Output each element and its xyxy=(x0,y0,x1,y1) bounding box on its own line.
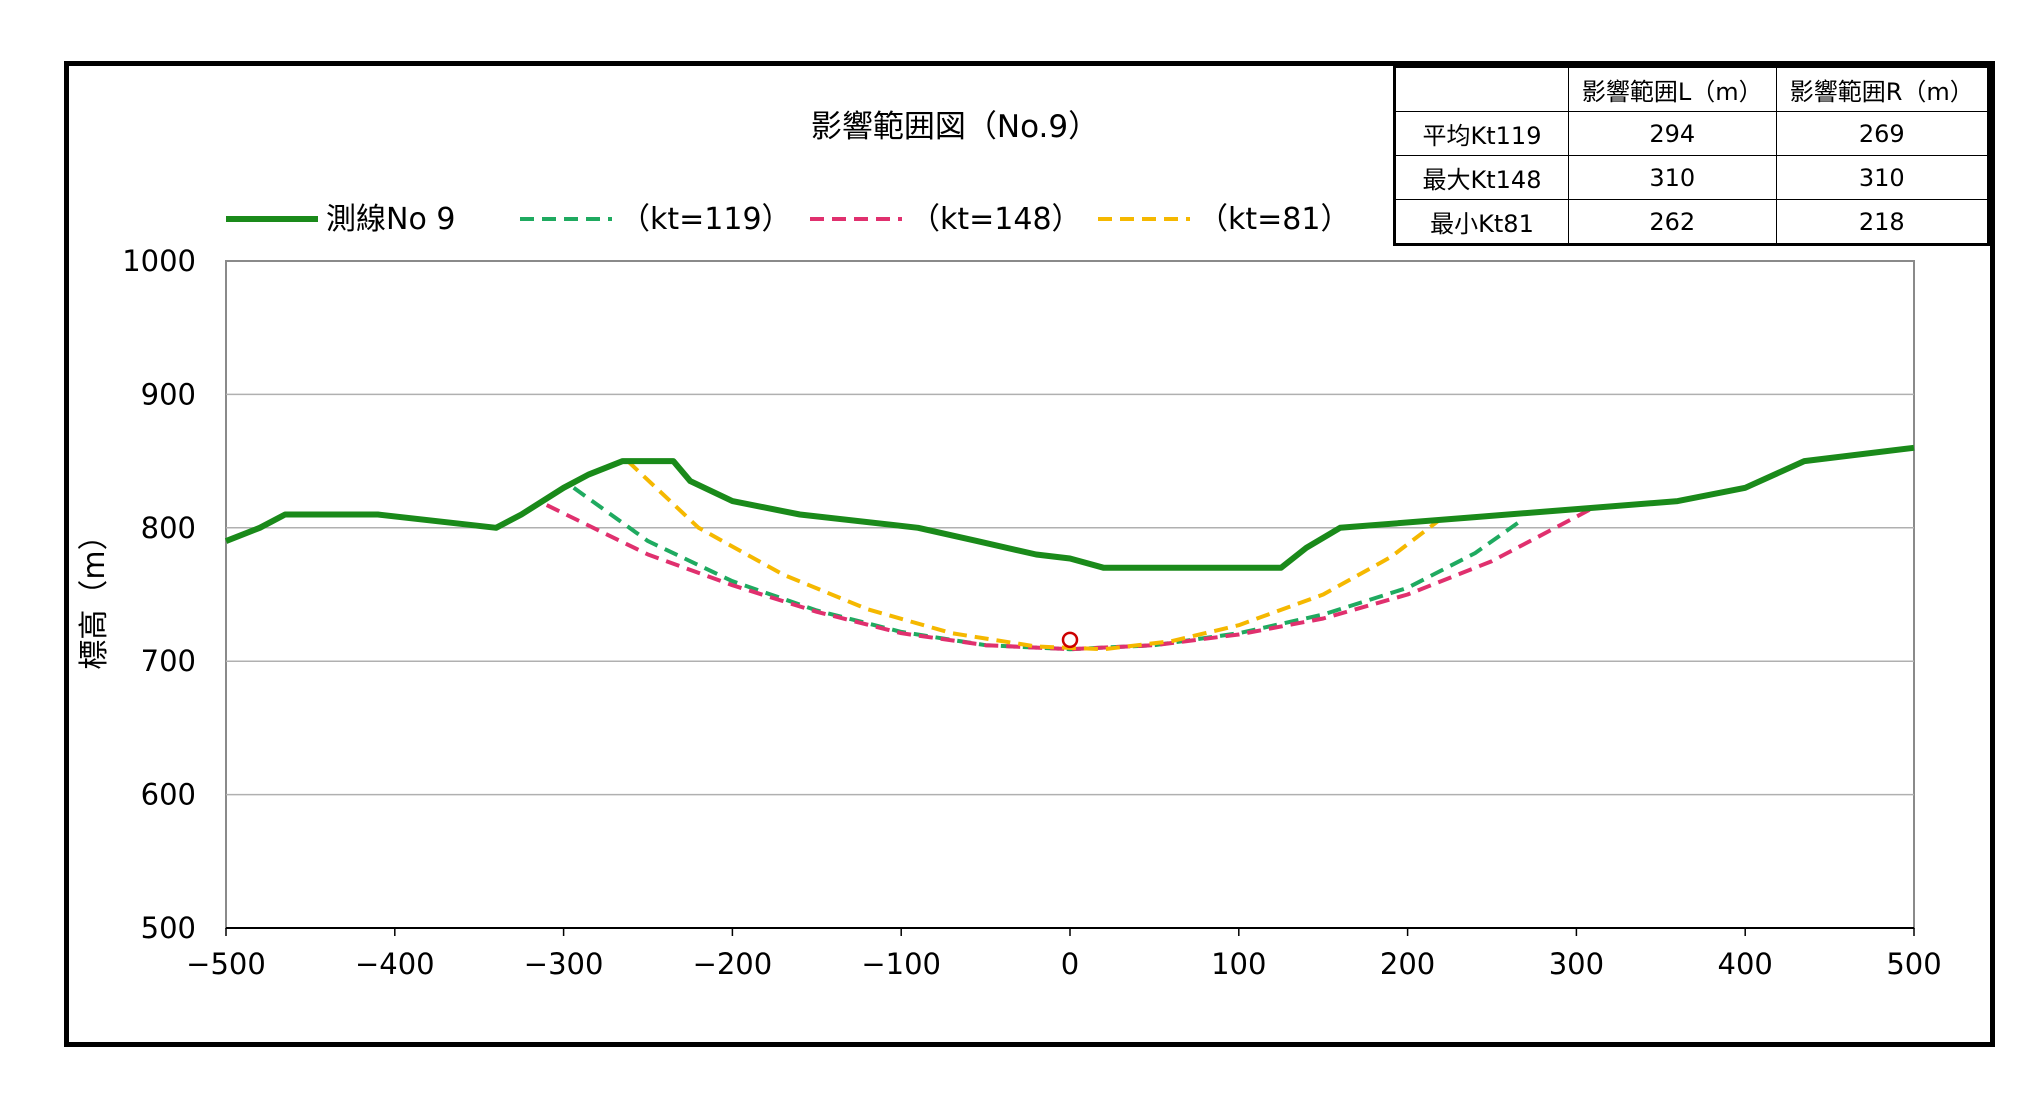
x-tick-label: −500 xyxy=(186,947,266,981)
column-header-left-range: 影響範囲L（m） xyxy=(1568,66,1777,112)
row-label: 最小Kt81 xyxy=(1394,199,1569,245)
legend: 測線No 9 （kt=119） （kt=148） （kt=81） xyxy=(226,202,1350,237)
table-cell: 294 xyxy=(1568,111,1777,156)
plot-area xyxy=(225,260,1915,929)
table-row: 平均Kt119 294 269 xyxy=(1394,111,1990,156)
y-tick-label: 600 xyxy=(141,778,196,812)
table-row: 最大Kt148 310 310 xyxy=(1394,155,1990,200)
legend-label: （kt=119） xyxy=(620,202,792,237)
legend-label: （kt=148） xyxy=(910,202,1082,237)
y-axis-label: 標高（m） xyxy=(77,520,112,669)
figure-frame xyxy=(64,61,1995,1047)
x-tick-label: 300 xyxy=(1549,947,1604,981)
table-cell: 310 xyxy=(1775,155,1990,200)
table-corner xyxy=(1394,66,1569,112)
y-tick-label: 500 xyxy=(141,911,196,945)
x-tick-label: −100 xyxy=(861,947,941,981)
table-header-row: 影響範囲L（m） 影響範囲R（m） xyxy=(1394,66,1990,112)
table-row: 最小Kt81 262 218 xyxy=(1394,199,1990,245)
x-tick-label: −400 xyxy=(355,947,435,981)
y-tick-label: 800 xyxy=(141,511,196,545)
x-tick-label: 100 xyxy=(1211,947,1266,981)
x-tick-label: −200 xyxy=(693,947,773,981)
series-line xyxy=(545,503,1595,652)
table-cell: 262 xyxy=(1568,199,1777,245)
row-label: 平均Kt119 xyxy=(1394,111,1569,156)
legend-label: 測線No 9 xyxy=(326,202,455,237)
influence-range-table: 影響範囲L（m） 影響範囲R（m） 平均Kt119 294 269 最大Kt14… xyxy=(1393,65,1990,246)
y-tick-label: 1000 xyxy=(122,244,196,278)
column-header-right-range: 影響範囲R（m） xyxy=(1775,66,1990,112)
table-cell: 218 xyxy=(1775,199,1990,245)
x-tick-label: 200 xyxy=(1380,947,1435,981)
x-tick-label: 0 xyxy=(1061,947,1079,981)
x-tick-label: 400 xyxy=(1718,947,1773,981)
x-tick-label: 500 xyxy=(1886,947,1941,981)
legend-label: （kt=81） xyxy=(1198,202,1350,237)
center-marker xyxy=(1061,631,1079,649)
series-line xyxy=(224,444,1915,571)
chart-title: 影響範囲図（No.9） xyxy=(811,109,1099,145)
y-tick-label: 700 xyxy=(141,644,196,678)
table-cell: 269 xyxy=(1775,111,1990,156)
table-cell: 310 xyxy=(1568,155,1777,200)
y-tick-label: 900 xyxy=(141,377,196,411)
x-tick-label: −300 xyxy=(524,947,604,981)
row-label: 最大Kt148 xyxy=(1394,155,1569,200)
